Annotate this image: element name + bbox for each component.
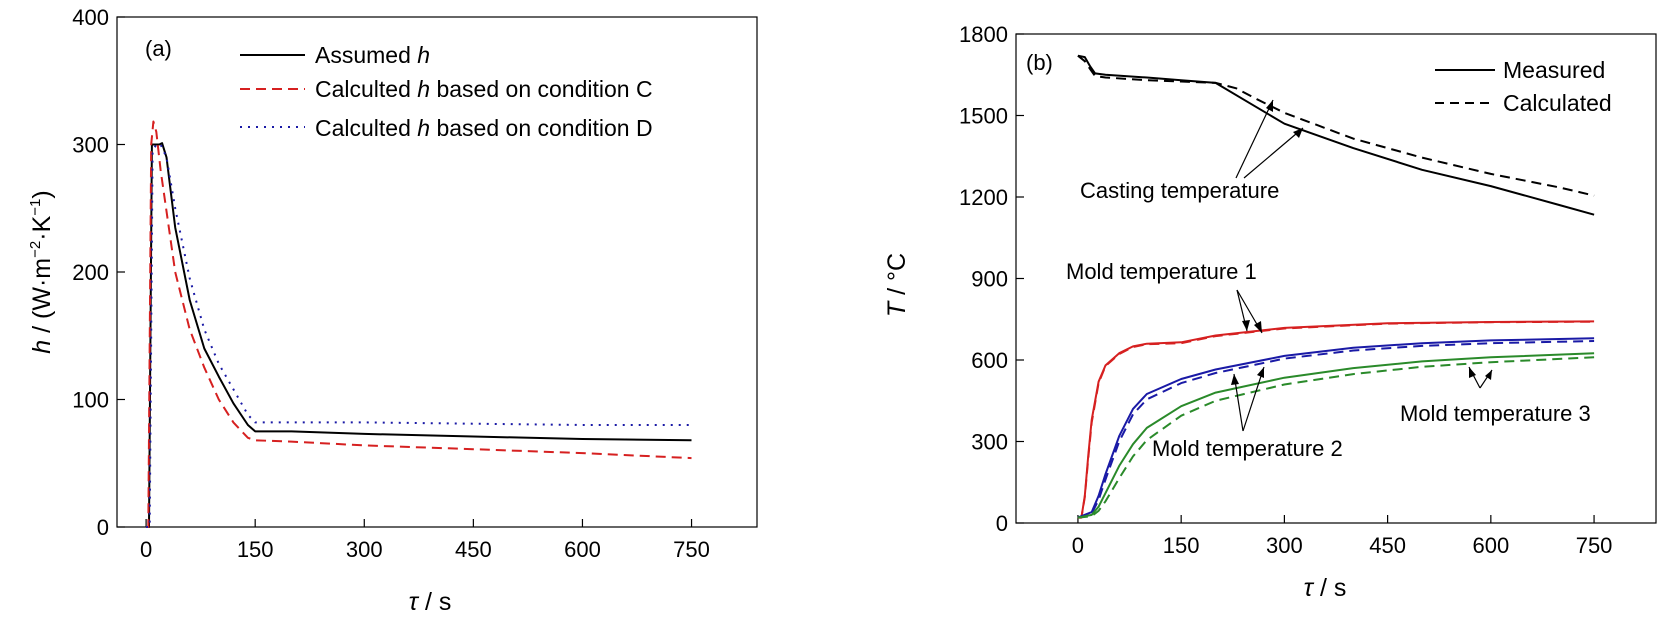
panel-a-xlabel: τ / s [409, 588, 452, 616]
annotation-mold-temperature-1: Mold temperature 1 [1066, 259, 1257, 284]
panel-b-label: (b) [1026, 50, 1053, 75]
panel-a-label: (a) [145, 36, 172, 61]
panel-a-x-tick-label: 450 [455, 537, 492, 562]
panel-b-x-tick-label: 750 [1576, 533, 1613, 558]
panel-a-x-tick-label: 600 [564, 537, 601, 562]
panel-a-ylabel: h / (W·m−2·K−1) [27, 190, 56, 353]
panel-a-y-tick-label: 0 [97, 515, 109, 540]
panel-b-y-tick-label: 300 [971, 430, 1008, 455]
legend-label-calculated: Calculated [1503, 90, 1612, 116]
panel-a-y-tick-label: 300 [72, 133, 109, 158]
panel-a-y-tick-label: 200 [72, 260, 109, 285]
legend-label-measured: Measured [1503, 57, 1605, 83]
panel-b-y-tick-label: 1500 [959, 104, 1008, 129]
panel-b-series-line-1 [1077, 54, 1595, 197]
panel-b-x-tick-label: 450 [1369, 533, 1406, 558]
panel-a-series-line-1 [146, 120, 692, 528]
legend-label-assumed: Assumed h [315, 42, 430, 68]
panel-b-y-tick-label: 1200 [959, 185, 1008, 210]
panel-a-y-tick-label: 400 [72, 5, 109, 30]
panel-b-chart: (b) 0 150 300 450 600 750 0 300 600 900 1200 1500 18… [883, 22, 1657, 602]
arrowhead-mold3-1 [1469, 367, 1476, 378]
panel-b-series-line-6 [1077, 352, 1595, 519]
panel-a-x-tick-label: 0 [140, 537, 152, 562]
panel-a-x-tick-label: 300 [346, 537, 383, 562]
arrowhead-mold1-1 [1242, 320, 1250, 331]
panel-a-x-tick-label: 150 [237, 537, 274, 562]
arrowhead-casting-1 [1266, 100, 1273, 112]
panel-b-xlabel: τ / s [1304, 574, 1347, 602]
panel-b-x-tick-label: 150 [1163, 533, 1200, 558]
panel-b-series-line-4 [1077, 337, 1595, 519]
arrow-casting-1 [1235, 99, 1274, 179]
arrowhead-mold1-2 [1254, 321, 1262, 333]
panel-a-x-tick-label: 750 [673, 537, 710, 562]
panel-a-series-line-0 [146, 142, 692, 528]
arrowhead-mold3-2 [1485, 370, 1492, 380]
panel-b-ylabel: T / °C [883, 253, 911, 317]
panel-b-annotations [1233, 99, 1493, 432]
arrow-mold2-2 [1242, 366, 1265, 432]
panel-a-y-tick-label: 100 [72, 388, 109, 413]
arrowhead-casting-2 [1293, 128, 1303, 138]
annotation-mold-temperature-3: Mold temperature 3 [1400, 401, 1591, 426]
panel-b-series-line-7 [1077, 356, 1595, 519]
panel-b-x-tick-label: 0 [1072, 533, 1084, 558]
arrowhead-mold2-1 [1231, 374, 1239, 385]
panel-b-series-line-3 [1077, 320, 1595, 519]
panel-b-y-tick-label: 1800 [959, 22, 1008, 47]
panel-b-series-line-5 [1077, 340, 1595, 519]
panel-a-chart: (a) 0 150 300 450 600 750 0 100 200 300 400 h / (W… [27, 5, 758, 616]
arrowhead-mold2-2 [1257, 367, 1264, 378]
legend-label-condition-d: Calculted h based on condition D [315, 115, 653, 141]
panel-b-y-tick-label: 900 [971, 267, 1008, 292]
panel-b-legend: Measured Calculated [1435, 57, 1612, 116]
panel-b-y-tick-label: 600 [971, 348, 1008, 373]
panel-b-y-tick-label: 0 [996, 511, 1008, 536]
annotation-casting-temperature: Casting temperature [1080, 178, 1279, 203]
panel-a-legend: Assumed h Calculted h based on condition… [240, 42, 653, 141]
annotation-mold-temperature-2: Mold temperature 2 [1152, 436, 1343, 461]
arrow-casting-2 [1243, 127, 1304, 179]
legend-label-condition-c: Calculted h based on condition C [315, 76, 653, 102]
panel-b-x-tick-label: 600 [1472, 533, 1509, 558]
panel-a-series-line-2 [146, 143, 692, 528]
panel-b-x-tick-label: 300 [1266, 533, 1303, 558]
